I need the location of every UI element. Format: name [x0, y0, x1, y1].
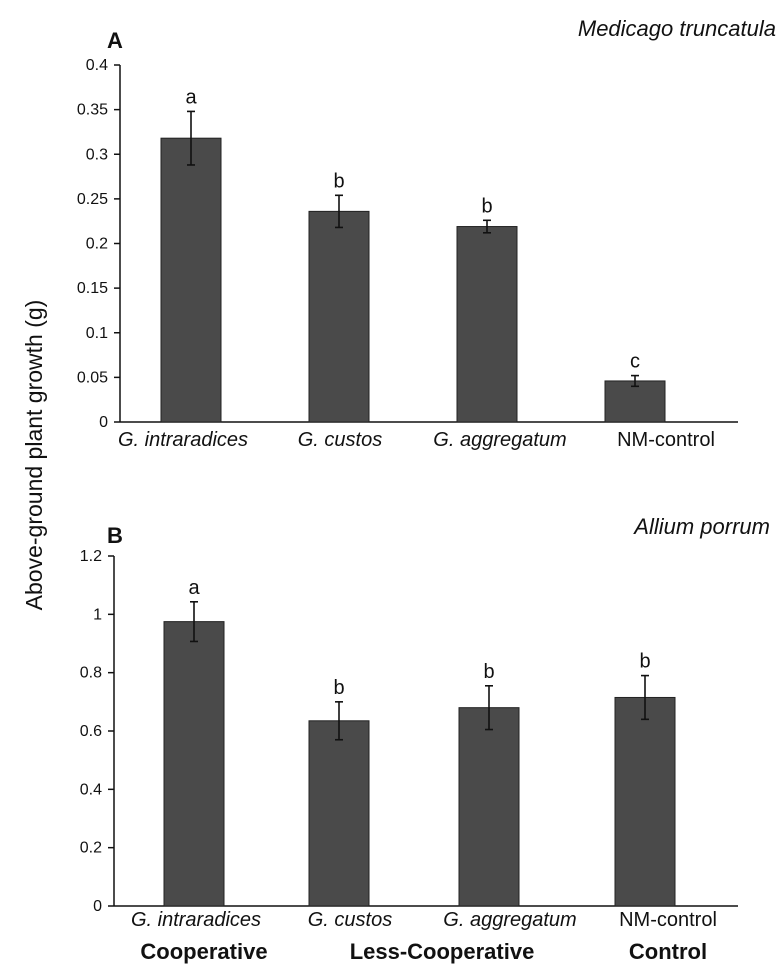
- y-tick-label: 0.4: [86, 57, 108, 74]
- significance-letter: b: [333, 677, 344, 699]
- y-tick-label: 1.2: [80, 548, 102, 565]
- group-label-cooperative: Cooperative: [140, 939, 267, 964]
- bar: [308, 720, 370, 907]
- significance-letter: b: [639, 651, 650, 673]
- y-tick-label: 0.3: [86, 146, 108, 163]
- x-category-label: G. custos: [298, 429, 382, 451]
- y-tick-label: 0.1: [86, 325, 108, 342]
- significance-letter: a: [188, 577, 200, 599]
- species-title: Medicago truncatula: [578, 16, 776, 41]
- x-category-label: G. intraradices: [118, 429, 248, 451]
- y-tick-label: 0: [93, 898, 102, 915]
- significance-letter: b: [333, 170, 344, 192]
- x-category-label: G. intraradices: [131, 909, 261, 931]
- significance-letter: c: [630, 351, 640, 373]
- y-tick-label: 0.2: [80, 840, 102, 857]
- panel-label: B: [107, 523, 123, 548]
- y-tick-label: 0.25: [77, 191, 108, 208]
- panel-b-chart: B Allium porrum 0 0.2 0.4 0.6 0.8 1 1.2 a G. intra…: [80, 514, 770, 931]
- y-tick-label: 0: [99, 414, 108, 431]
- bar: [308, 210, 370, 423]
- species-title: Allium porrum: [632, 514, 770, 539]
- significance-letter: b: [483, 661, 494, 683]
- group-label-less-cooperative: Less-Cooperative: [350, 939, 535, 964]
- group-label-control: Control: [629, 939, 707, 964]
- bar: [604, 380, 666, 423]
- x-category-label: NM-control: [619, 909, 717, 931]
- x-category-label: G. custos: [308, 909, 392, 931]
- y-tick-label: 0.6: [80, 723, 102, 740]
- y-tick-label: 0.05: [77, 369, 108, 386]
- significance-letter: b: [481, 195, 492, 217]
- panel-a-chart: A Medicago truncatula 0 0.05 0.1 0.15 0.2 0.25 0…: [77, 16, 776, 451]
- y-tick-label: 0.15: [77, 280, 108, 297]
- bar: [458, 707, 520, 907]
- bar: [614, 696, 676, 907]
- y-tick-label: 0.4: [80, 781, 102, 798]
- y-tick-label: 0.8: [80, 665, 102, 682]
- significance-letter: a: [185, 86, 197, 108]
- x-category-label: NM-control: [617, 429, 715, 451]
- x-category-label: G. aggregatum: [443, 909, 576, 931]
- y-tick-label: 1: [93, 606, 102, 623]
- bar: [160, 137, 222, 423]
- x-category-label: G. aggregatum: [433, 429, 566, 451]
- y-axis-label: Above-ground plant growth (g): [21, 300, 47, 611]
- bar: [456, 226, 518, 423]
- panel-label: A: [107, 28, 123, 53]
- bar: [163, 621, 225, 907]
- y-tick-label: 0.35: [77, 102, 108, 119]
- y-tick-label: 0.2: [86, 236, 108, 253]
